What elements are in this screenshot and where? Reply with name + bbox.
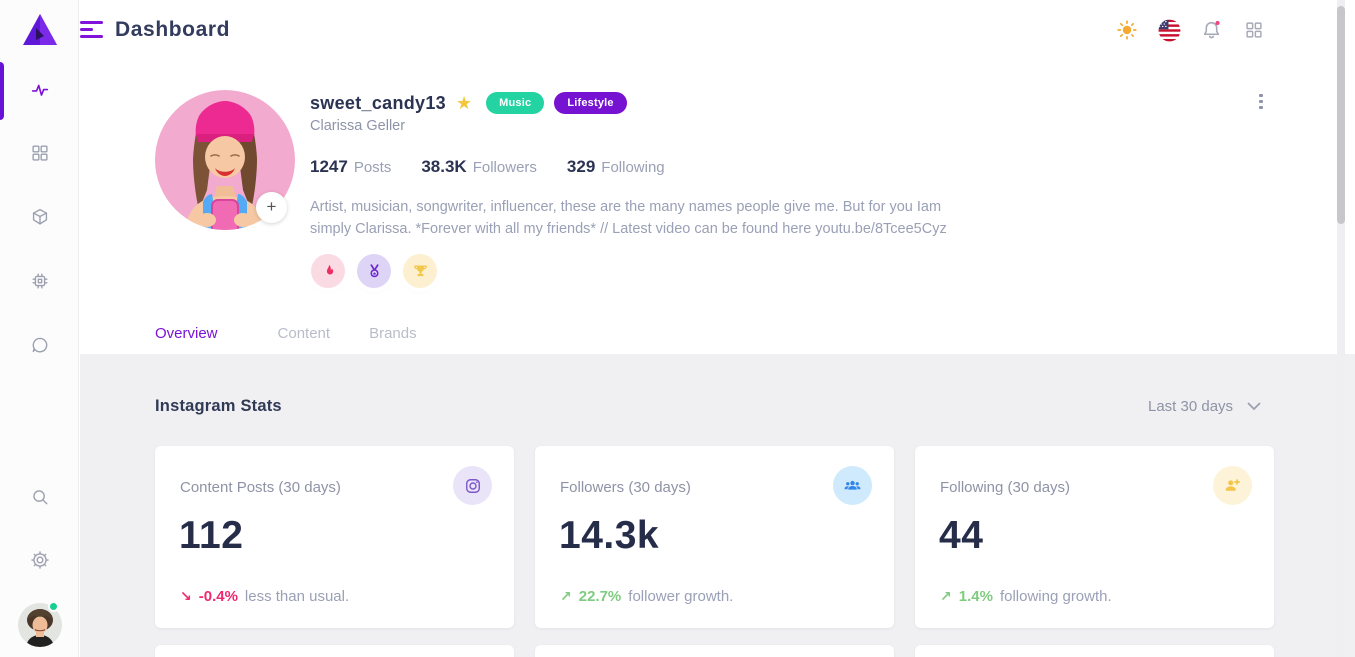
card-label: Followers (30 days) xyxy=(560,479,691,496)
medal-badge[interactable] xyxy=(357,254,391,288)
achievement-badges xyxy=(311,254,437,288)
sidebar-item-chat[interactable] xyxy=(0,327,79,363)
trend-up-icon: ↗ xyxy=(940,588,952,604)
sidebar-active-indicator xyxy=(0,62,4,120)
bell-icon xyxy=(1203,20,1220,38)
profile-username: sweet_candy13 xyxy=(310,92,446,113)
apps-grid-icon xyxy=(1246,22,1262,38)
activity-icon xyxy=(31,84,48,96)
following-label: Following xyxy=(601,159,665,176)
us-flag-icon xyxy=(1158,19,1180,41)
theme-toggle-button[interactable] xyxy=(1113,16,1141,44)
card-delta: -0.4% xyxy=(198,588,238,605)
sidebar-user-avatar[interactable] xyxy=(18,603,62,647)
menu-toggle-icon[interactable] xyxy=(80,21,103,39)
card-stub xyxy=(155,645,514,657)
section-title: Instagram Stats xyxy=(155,397,282,415)
tag-lifestyle[interactable]: Lifestyle xyxy=(554,92,627,114)
date-range-selector[interactable]: Last 30 days xyxy=(1148,398,1261,415)
sidebar-item-activity[interactable] xyxy=(0,72,79,108)
card-followers: Followers (30 days) 14.3k ↗ 22.7% follow… xyxy=(535,446,894,628)
top-header xyxy=(80,0,1355,60)
card-label: Following (30 days) xyxy=(940,479,1071,496)
tab-overview[interactable]: Overview xyxy=(144,325,239,357)
profile-stats: 1247 Posts 38.3K Followers 329 Following xyxy=(310,157,665,177)
card-delta: 1.4% xyxy=(958,588,993,605)
followers-label: Followers xyxy=(472,159,537,176)
language-selector-button[interactable] xyxy=(1155,16,1183,44)
card-value: 112 xyxy=(179,514,244,557)
card-value: 14.3k xyxy=(559,514,660,557)
tag-music[interactable]: Music xyxy=(486,92,545,114)
card-value: 44 xyxy=(939,514,984,557)
flame-badge[interactable] xyxy=(311,254,345,288)
tab-brands[interactable]: Brands xyxy=(369,325,417,342)
add-story-button[interactable]: + xyxy=(256,192,287,223)
sidebar-item-dashboard[interactable] xyxy=(0,135,79,171)
profile-avatar[interactable] xyxy=(155,90,295,230)
page-title: Dashboard xyxy=(115,18,231,41)
chevron-down-icon xyxy=(1247,402,1261,411)
card-content-posts: Content Posts (30 days) 112 ↘ -0.4% less… xyxy=(155,446,514,628)
scrollbar-track[interactable] xyxy=(1337,0,1345,657)
sidebar-settings-button[interactable] xyxy=(0,542,79,578)
followers-count: 38.3K xyxy=(421,157,467,176)
posts-label: Posts xyxy=(353,159,392,176)
app-logo-icon[interactable] xyxy=(20,10,60,50)
instagram-icon xyxy=(453,466,492,505)
medal-icon xyxy=(369,263,379,277)
star-icon: ★ xyxy=(455,92,473,113)
chat-icon xyxy=(32,337,47,353)
trend-down-icon: ↘ xyxy=(180,588,192,604)
card-stub xyxy=(535,645,894,657)
grid-icon xyxy=(31,145,48,161)
profile-tabs: Overview Content Brands xyxy=(144,325,417,357)
card-delta: 22.7% xyxy=(578,588,622,605)
sun-icon xyxy=(1117,20,1137,40)
sidebar-item-products[interactable] xyxy=(0,199,79,235)
card-following: Following (30 days) 44 ↗ 1.4% following … xyxy=(915,446,1274,628)
card-note-text: follower growth. xyxy=(628,588,734,605)
profile-fullname: Clarissa Geller xyxy=(310,118,406,134)
posts-count: 1247 xyxy=(310,157,348,176)
date-range-label: Last 30 days xyxy=(1148,398,1234,415)
following-count: 329 xyxy=(566,157,596,176)
profile-bio: Artist, musician, songwriter, influencer… xyxy=(310,199,947,237)
sidebar-search-button[interactable] xyxy=(0,479,79,515)
cube-icon xyxy=(32,208,47,225)
trophy-badge[interactable] xyxy=(403,254,437,288)
search-icon xyxy=(32,490,47,505)
sidebar xyxy=(0,0,79,657)
gear-icon xyxy=(30,551,49,569)
flame-icon xyxy=(326,264,333,275)
stat-following: 329 Following xyxy=(567,157,665,177)
trophy-icon xyxy=(413,264,427,276)
card-note-text: less than usual. xyxy=(244,588,350,605)
stat-followers: 38.3K Followers xyxy=(421,157,537,177)
stat-posts: 1247 Posts xyxy=(310,157,391,177)
users-group-icon xyxy=(833,466,872,505)
card-note-text: following growth. xyxy=(999,588,1112,605)
profile-more-menu-icon[interactable] xyxy=(1253,94,1269,118)
card-label: Content Posts (30 days) xyxy=(180,479,341,496)
card-stub xyxy=(915,645,1274,657)
online-status-dot xyxy=(48,601,59,612)
notification-badge-dot xyxy=(1214,20,1220,25)
user-plus-icon xyxy=(1213,466,1252,505)
trend-up-icon: ↗ xyxy=(560,588,572,604)
apps-menu-button[interactable] xyxy=(1240,16,1268,44)
sidebar-item-system[interactable] xyxy=(0,263,79,299)
notifications-button[interactable] xyxy=(1197,16,1225,44)
scrollbar-thumb[interactable] xyxy=(1337,6,1345,224)
chip-icon xyxy=(31,273,48,289)
tab-content[interactable]: Content xyxy=(277,325,331,342)
